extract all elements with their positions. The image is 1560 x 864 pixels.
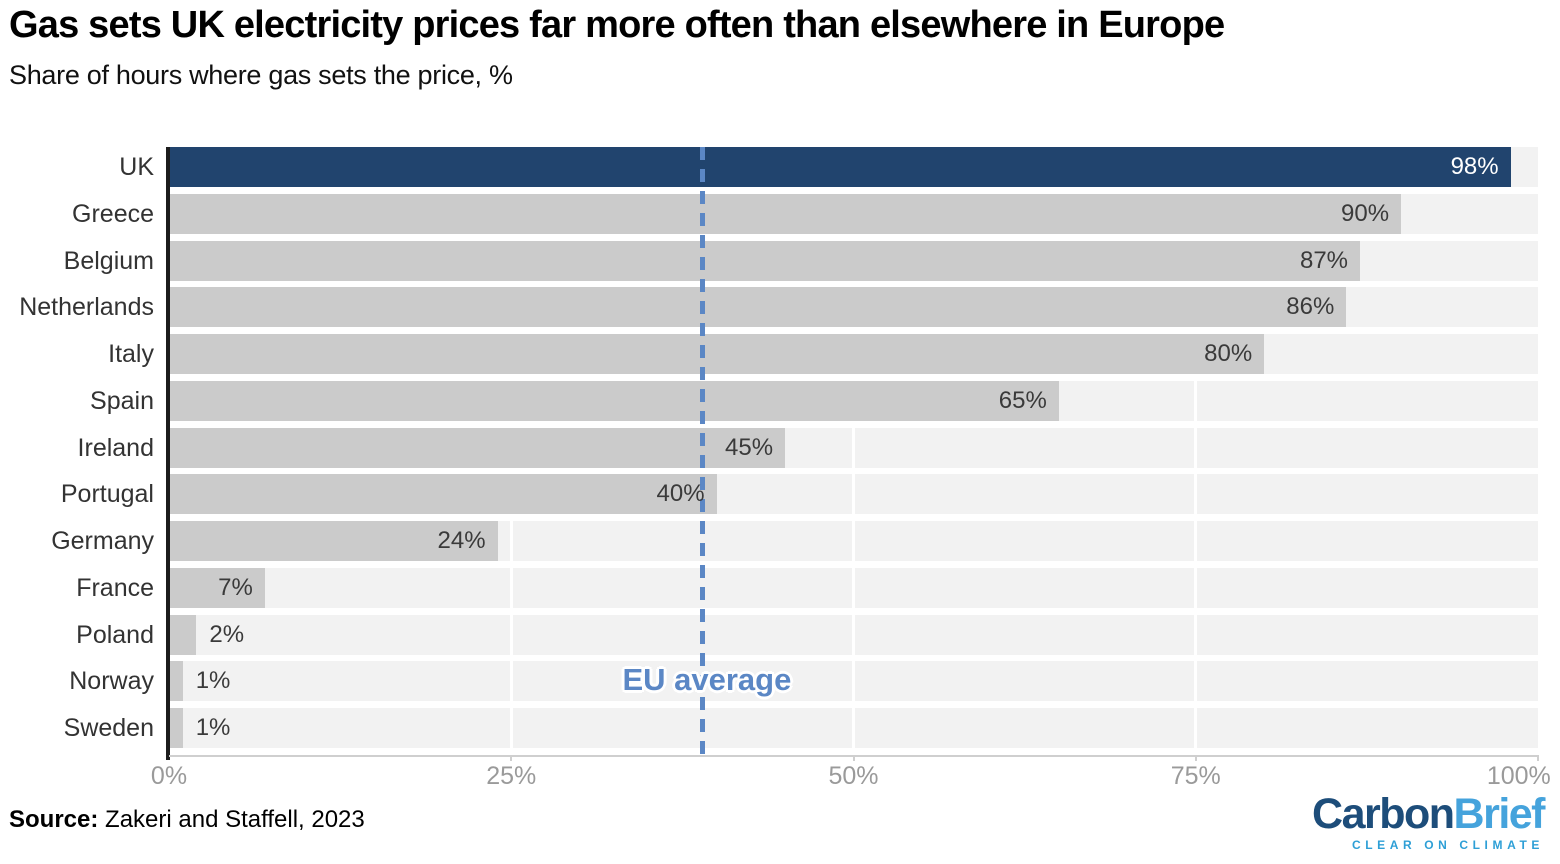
gridline-75 [1194,147,1198,755]
bar-ireland [169,427,786,468]
category-label-uk: UK [119,153,154,181]
x-tick-label-100: 100% [1486,762,1551,790]
category-label-spain: Spain [90,386,154,415]
value-label-poland: 2% [209,620,245,648]
x-tick-label-50: 50% [828,762,879,790]
bar-germany [169,521,498,562]
x-tick-label-0: 0% [150,762,188,790]
x-axis-tick-75 [1194,755,1197,761]
bar-italy [169,334,1265,375]
category-label-italy: Italy [108,340,154,369]
value-label-greece: 90% [1341,199,1390,227]
carbonbrief-logo: CarbonBrief CLEAR ON CLIMATE [1312,790,1546,852]
x-axis-tick-50 [852,755,855,761]
y-axis-line [165,147,170,760]
value-label-norway: 1% [195,667,231,695]
source-prefix: Source: [9,806,99,833]
category-label-poland: Poland [76,620,154,649]
bar-poland [169,614,197,655]
chart-title: Gas sets UK electricity prices far more … [9,4,1225,46]
category-label-netherlands: Netherlands [19,293,154,322]
value-label-uk: 98% [1450,153,1499,180]
value-label-belgium: 87% [1299,246,1349,274]
value-label-ireland: 45% [725,433,774,461]
bar-belgium [169,240,1361,281]
bar-greece [169,193,1402,234]
source-text: Zakeri and Staffell, 2023 [98,806,365,833]
bar-sweden [169,708,183,749]
bar-france [169,567,265,608]
x-tick-label-75: 75% [1170,762,1221,790]
bar-spain [169,380,1059,421]
category-label-sweden: Sweden [63,714,154,743]
value-label-france: 7% [218,573,253,601]
value-label-sweden: 1% [195,714,231,742]
logo-wordmark: CarbonBrief [1312,790,1546,838]
category-label-belgium: Belgium [63,246,154,275]
logo-tagline: CLEAR ON CLIMATE [1351,838,1544,852]
chart-subtitle: Share of hours where gas sets the price,… [9,60,513,90]
bar-netherlands [169,287,1347,328]
x-axis-tick-25 [510,755,513,761]
logo-brief-text: Brief [1453,790,1546,838]
x-tick-label-25: 25% [486,762,537,790]
x-axis-tick-100 [1537,755,1539,761]
category-label-ireland: Ireland [77,433,154,462]
eu-average-label: EU average [622,662,792,698]
value-label-portugal: 40% [656,480,705,508]
bar-portugal [169,474,717,515]
value-label-netherlands: 86% [1286,293,1335,321]
category-label-france: France [76,573,154,602]
value-label-italy: 80% [1204,340,1253,368]
category-label-portugal: Portugal [60,480,154,509]
category-label-greece: Greece [72,199,154,228]
bar-norway [169,661,183,702]
value-label-spain: 65% [998,386,1047,414]
source-note: Source: Zakeri and Staffell, 2023 [9,806,365,834]
bar-uk [169,147,1511,187]
gridline-50 [852,147,855,755]
category-label-norway: Norway [69,667,154,696]
eu-average-line [700,147,706,759]
value-label-germany: 24% [437,527,486,555]
category-label-germany: Germany [51,527,154,556]
logo-carbon-text: Carbon [1312,790,1455,838]
